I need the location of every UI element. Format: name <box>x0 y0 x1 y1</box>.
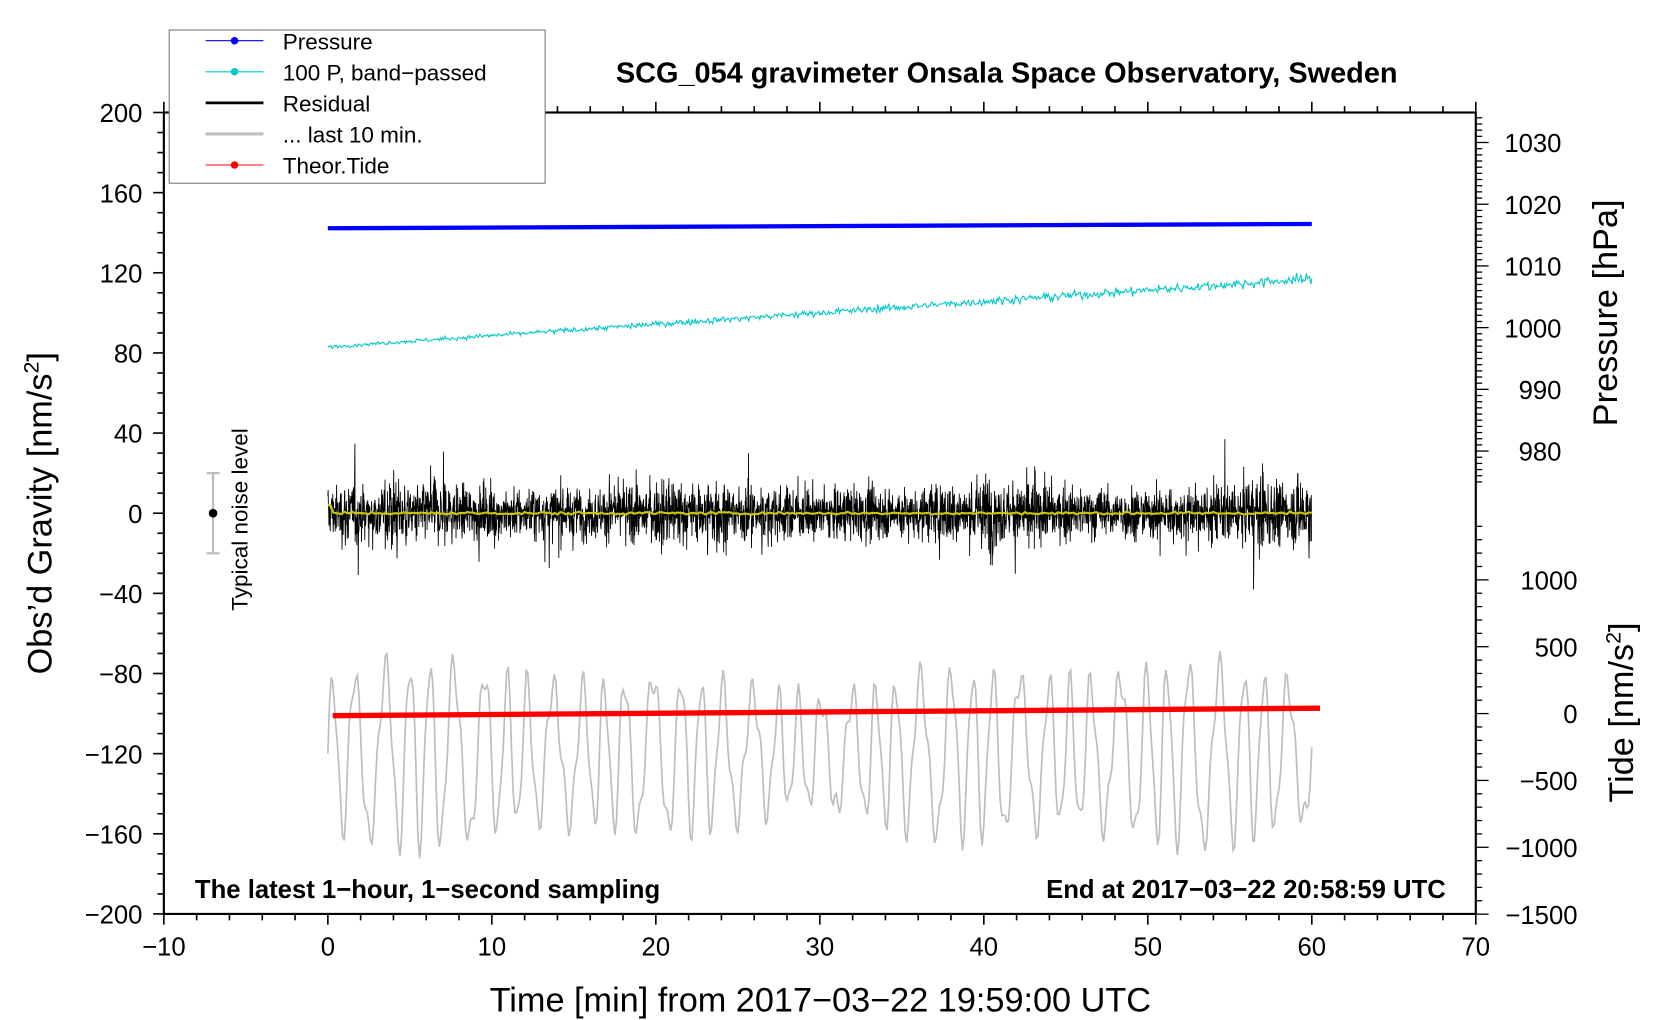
series-band-passed <box>327 272 1313 350</box>
legend-item: Pressure <box>205 29 373 54</box>
y-left-tick-label: −200 <box>85 902 143 930</box>
y-axis-label-tide: Tide [nm/s2] <box>1601 622 1641 802</box>
x-tick-label: 60 <box>1298 934 1327 962</box>
annotation-sampling: The latest 1−hour, 1−second sampling <box>195 876 660 904</box>
y-left-tick-label: 40 <box>114 421 143 449</box>
legend-item: ... last 10 min. <box>205 122 423 148</box>
x-tick-label: 10 <box>478 934 507 962</box>
series-layer <box>326 221 1321 859</box>
series-residual-mean <box>327 504 1312 516</box>
tide-tick-label: −500 <box>1520 768 1578 796</box>
x-tick-label: 50 <box>1134 934 1163 962</box>
pressure-tick-label: 980 <box>1519 439 1562 467</box>
x-axis-label: Time [min] from 2017−03−22 19:59:00 UTC <box>490 981 1151 1019</box>
y-left-tick-label: −40 <box>99 581 143 609</box>
tide-tick-label: 0 <box>1563 701 1577 729</box>
y-left-tick-label: 200 <box>100 100 143 128</box>
pressure-tick-label: 1020 <box>1504 192 1561 220</box>
pressure-tick-label: 1000 <box>1504 315 1561 343</box>
noise-level-indicator: Typical noise level <box>206 428 252 611</box>
annotation-end-time: End at 2017−03−22 20:58:59 UTC <box>1046 876 1446 904</box>
y-left-tick-label: −120 <box>85 741 143 769</box>
x-tick-label: 20 <box>642 934 671 962</box>
legend-label: Residual <box>283 91 370 116</box>
series-theor-tide <box>332 705 1321 719</box>
legend-item: Residual <box>205 91 370 116</box>
y-left-tick-label: −80 <box>99 661 143 689</box>
y-axis-label-left: Obs’d Gravity [nm/s2] <box>20 352 60 674</box>
series-pressure <box>327 221 1312 231</box>
x-tick-label: 70 <box>1462 934 1491 962</box>
chart-title: SCG_054 gravimeter Onsala Space Observat… <box>616 57 1398 89</box>
series-last-10-min <box>326 651 1313 859</box>
x-tick-label: 0 <box>321 934 335 962</box>
y-left-tick-label: −160 <box>85 821 143 849</box>
legend-label: Theor.Tide <box>283 154 390 179</box>
y-axis-label-pressure: Pressure [hPa] <box>1587 200 1625 427</box>
x-tick-label: 40 <box>970 934 999 962</box>
legend-item: 100 P, band−passed <box>205 60 487 85</box>
series-residual <box>327 439 1312 590</box>
legend-marker-icon <box>230 68 239 76</box>
tide-tick-label: 500 <box>1535 634 1578 662</box>
noise-level-label: Typical noise level <box>227 428 252 611</box>
legend-label: ... last 10 min. <box>283 122 423 147</box>
y-left-tick-label: 0 <box>128 501 142 529</box>
x-tick-label: −10 <box>142 934 186 962</box>
pressure-tick-label: 1030 <box>1504 130 1561 158</box>
legend-label: 100 P, band−passed <box>283 60 487 85</box>
legend: Pressure 100 P, band−passed Residual ... la… <box>168 29 546 184</box>
y-left-tick-label: 160 <box>100 180 143 208</box>
y-left-tick-label: 80 <box>114 341 143 369</box>
tide-tick-label: −1500 <box>1505 902 1577 930</box>
tide-tick-label: −1000 <box>1505 835 1577 863</box>
legend-label: Pressure <box>283 29 373 54</box>
legend-item: Theor.Tide <box>205 154 390 179</box>
tide-tick-label: 1000 <box>1520 567 1577 595</box>
pressure-tick-label: 990 <box>1519 377 1562 405</box>
ticks-layer: −10 0 10 20 30 40 50 60 7020016012080400−40−80−1… <box>85 100 1578 962</box>
noise-center-dot <box>208 508 218 518</box>
pressure-tick-label: 1010 <box>1504 254 1561 282</box>
x-tick-label: 30 <box>806 934 835 962</box>
legend-marker-icon <box>230 36 239 45</box>
y-left-tick-label: 120 <box>100 260 143 288</box>
legend-marker-icon <box>230 161 239 169</box>
